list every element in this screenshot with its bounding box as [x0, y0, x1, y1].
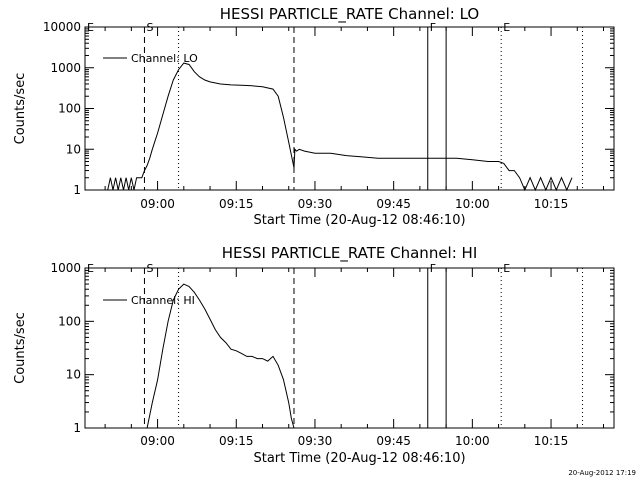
x-tick-label: 09:00: [140, 197, 175, 211]
legend-label: Channel: HI: [131, 294, 195, 307]
event-label: F: [430, 262, 436, 275]
y-tick-label: 1: [73, 421, 81, 435]
x-tick-label: 09:00: [140, 434, 175, 448]
series-line: [146, 283, 295, 429]
y-axis-label: Counts/sec: [13, 73, 28, 145]
x-tick-label: 09:30: [298, 197, 333, 211]
x-tick-label: 09:45: [376, 197, 411, 211]
y-tick-label: 10000: [43, 20, 81, 34]
event-label: S: [146, 262, 153, 275]
x-tick-label: 10:15: [534, 434, 569, 448]
x-tick-label: 09:15: [219, 434, 254, 448]
x-tick-label: 09:30: [298, 434, 333, 448]
series-line: [107, 62, 573, 192]
event-label: E: [87, 262, 94, 275]
x-axis-label: Start Time (20-Aug-12 08:46:10): [253, 213, 465, 228]
x-tick-label: 09:45: [376, 434, 411, 448]
y-tick-label: 1: [73, 183, 81, 197]
event-label: F: [430, 21, 436, 34]
y-tick-label: 1000: [50, 61, 81, 75]
plot-frame: [84, 267, 615, 429]
event-label: S: [146, 21, 153, 34]
timestamp: 20-Aug-2012 17:19: [568, 469, 636, 477]
chart-title: HESSI PARTICLE_RATE Channel: HI: [222, 244, 478, 263]
x-tick-label: 10:00: [455, 197, 490, 211]
chart-panel-2: HESSI PARTICLE_RATE Channel: HI 1 10 100 100…: [13, 244, 615, 466]
chart-panel-1: HESSI PARTICLE_RATE Channel: LO 1 10 100 100…: [13, 5, 615, 228]
x-tick-label: 09:15: [219, 197, 254, 211]
y-tick-label: 100: [58, 314, 81, 328]
y-tick-label: 100: [58, 102, 81, 116]
y-axis-label: Counts/sec: [13, 312, 28, 384]
y-tick-label: 10: [66, 142, 81, 156]
chart-title: HESSI PARTICLE_RATE Channel: LO: [220, 5, 479, 24]
event-label: E: [87, 21, 94, 34]
x-axis-label: Start Time (20-Aug-12 08:46:10): [253, 451, 465, 466]
legend-label: Channel: LO: [131, 52, 198, 65]
x-tick-label: 10:00: [455, 434, 490, 448]
y-tick-label: 10: [66, 368, 81, 382]
event-label: E: [503, 262, 510, 275]
event-label: E: [503, 21, 510, 34]
y-tick-label: 1000: [50, 261, 81, 275]
x-tick-label: 10:15: [534, 197, 569, 211]
